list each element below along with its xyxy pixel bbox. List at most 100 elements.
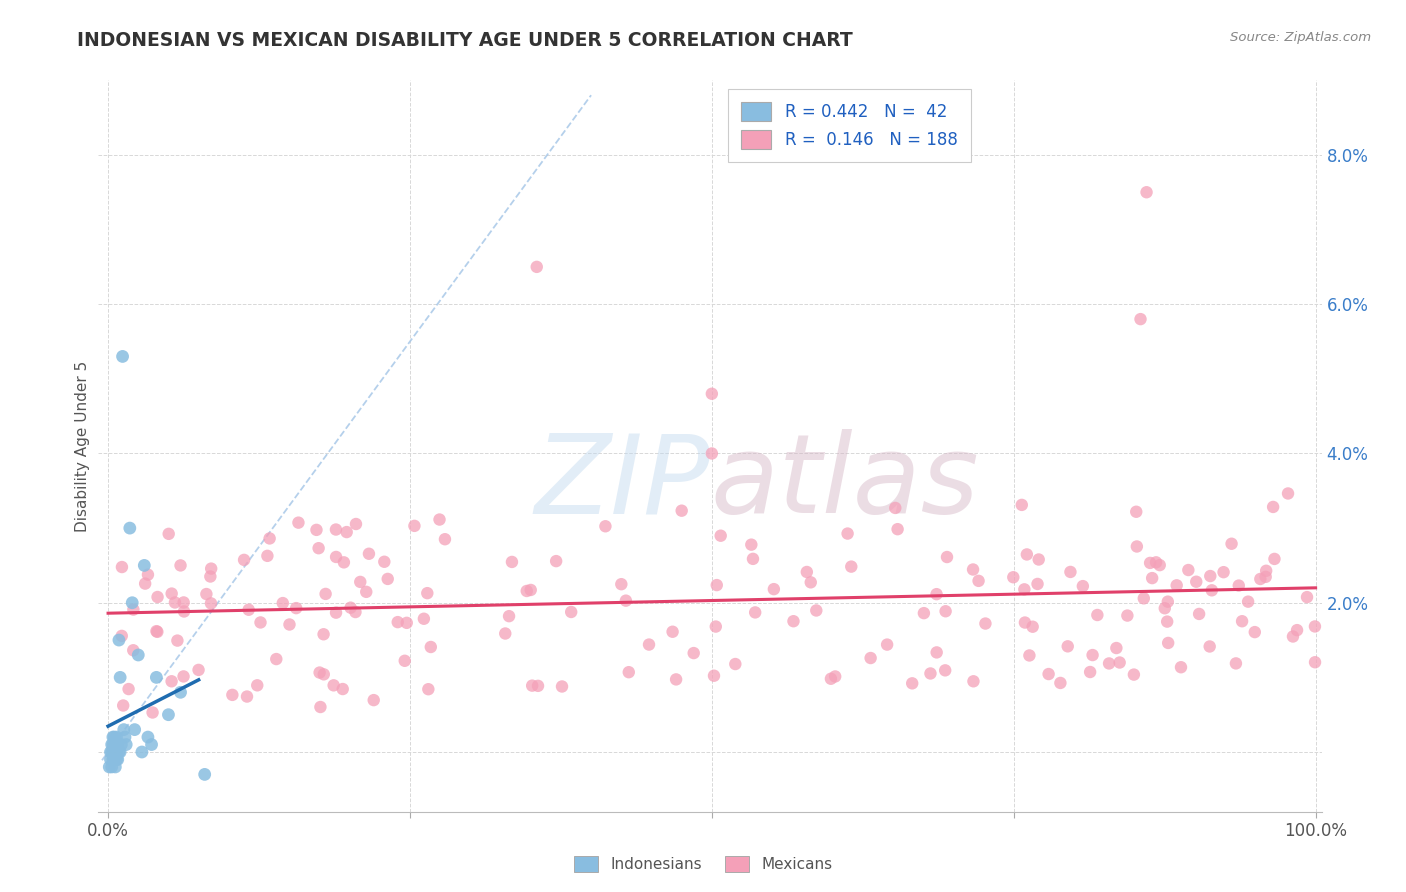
Point xyxy=(912,606,935,620)
Point xyxy=(1286,623,1309,637)
Point xyxy=(1198,640,1220,654)
Point xyxy=(824,669,846,683)
Point xyxy=(1201,583,1223,598)
Point xyxy=(141,738,163,752)
Point xyxy=(107,738,129,752)
Point xyxy=(700,446,723,460)
Point xyxy=(412,612,434,626)
Point xyxy=(1237,594,1260,608)
Point xyxy=(249,615,271,630)
Point xyxy=(325,523,347,537)
Point xyxy=(315,587,337,601)
Point xyxy=(101,730,124,744)
Point xyxy=(259,532,281,546)
Point xyxy=(344,516,367,531)
Point xyxy=(108,745,131,759)
Point xyxy=(429,512,451,526)
Point xyxy=(1185,574,1208,589)
Point xyxy=(127,648,149,662)
Point xyxy=(742,552,765,566)
Point xyxy=(332,681,354,696)
Point xyxy=(501,555,523,569)
Point xyxy=(108,745,131,759)
Point xyxy=(363,693,385,707)
Point xyxy=(1303,619,1326,633)
Point xyxy=(740,538,762,552)
Point xyxy=(173,669,195,683)
Point xyxy=(194,767,217,781)
Point xyxy=(1049,676,1071,690)
Point xyxy=(1056,640,1078,654)
Point xyxy=(308,541,330,556)
Point xyxy=(886,522,908,536)
Point xyxy=(1028,552,1050,566)
Point xyxy=(124,723,146,737)
Point xyxy=(122,643,145,657)
Point xyxy=(160,586,183,600)
Point xyxy=(1225,657,1247,671)
Point xyxy=(876,638,898,652)
Point xyxy=(200,561,222,575)
Point xyxy=(762,582,785,596)
Point xyxy=(617,665,640,680)
Point xyxy=(700,386,723,401)
Point xyxy=(682,646,704,660)
Point xyxy=(169,685,191,699)
Point xyxy=(1133,591,1156,606)
Point xyxy=(1026,577,1049,591)
Point xyxy=(111,560,134,574)
Point xyxy=(1125,505,1147,519)
Point xyxy=(494,626,516,640)
Point xyxy=(157,707,180,722)
Point xyxy=(782,614,804,628)
Point xyxy=(373,555,395,569)
Point xyxy=(704,619,727,633)
Legend: R = 0.442   N =  42, R =  0.146   N = 188: R = 0.442 N = 42, R = 0.146 N = 188 xyxy=(728,88,970,162)
Point xyxy=(638,638,661,652)
Point xyxy=(1263,552,1285,566)
Point xyxy=(962,562,984,576)
Point xyxy=(1140,571,1163,585)
Point xyxy=(1212,565,1234,579)
Point xyxy=(1122,667,1144,681)
Point xyxy=(551,680,574,694)
Point xyxy=(349,574,371,589)
Point xyxy=(325,549,347,564)
Point xyxy=(101,752,124,766)
Point xyxy=(1021,620,1043,634)
Point xyxy=(1059,565,1081,579)
Point xyxy=(519,582,541,597)
Point xyxy=(1105,640,1128,655)
Point xyxy=(416,586,439,600)
Point xyxy=(305,523,328,537)
Point xyxy=(1014,615,1036,630)
Point xyxy=(121,596,143,610)
Point xyxy=(105,752,128,766)
Point xyxy=(1018,648,1040,663)
Point xyxy=(1135,186,1157,200)
Point xyxy=(145,624,167,639)
Point xyxy=(1144,555,1167,569)
Point xyxy=(256,549,278,563)
Point xyxy=(100,760,122,774)
Legend: Indonesians, Mexicans: Indonesians, Mexicans xyxy=(565,848,841,880)
Text: atlas: atlas xyxy=(710,429,979,536)
Point xyxy=(357,547,380,561)
Point xyxy=(108,633,131,648)
Point xyxy=(1149,558,1171,573)
Point xyxy=(595,519,617,533)
Point xyxy=(200,569,222,583)
Point xyxy=(105,745,128,759)
Point xyxy=(516,584,538,599)
Point xyxy=(287,516,309,530)
Point xyxy=(925,645,948,659)
Point xyxy=(309,700,332,714)
Point xyxy=(285,601,308,615)
Point xyxy=(820,672,842,686)
Point xyxy=(187,663,209,677)
Point xyxy=(433,533,456,547)
Y-axis label: Disability Age Under 5: Disability Age Under 5 xyxy=(75,360,90,532)
Point xyxy=(1011,498,1033,512)
Point xyxy=(173,595,195,609)
Point xyxy=(108,670,131,684)
